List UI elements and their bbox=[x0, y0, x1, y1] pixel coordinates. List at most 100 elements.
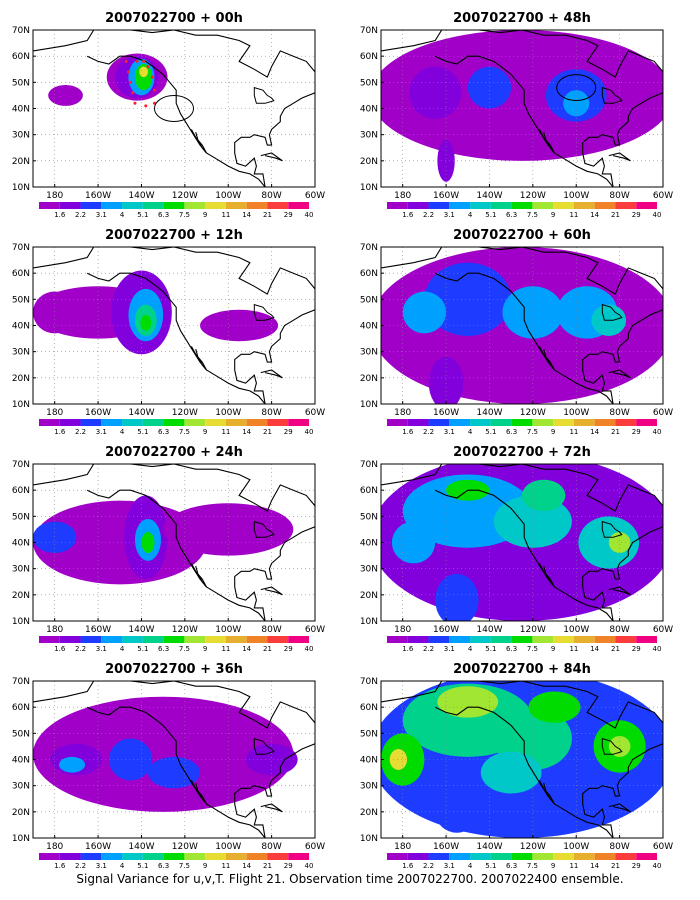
lon-tick-label: 180 bbox=[394, 408, 411, 418]
lon-tick-label: 120W bbox=[172, 625, 198, 635]
colorbar-swatch bbox=[428, 202, 450, 209]
signal-contour bbox=[502, 286, 564, 339]
lon-tick-label: 60W bbox=[653, 408, 673, 418]
colorbar-swatch bbox=[288, 853, 309, 860]
colorbar-swatch bbox=[636, 202, 657, 209]
colorbar-swatch bbox=[205, 853, 226, 860]
lon-tick-label: 80W bbox=[261, 408, 281, 418]
colorbar-swatch bbox=[246, 853, 268, 860]
map-panel: 2007022700 + 24h 70N 60N 50N 40N 30N 20N 10N 180… bbox=[12, 445, 325, 653]
colorbar-swatch bbox=[615, 419, 637, 426]
coastline bbox=[190, 129, 207, 154]
coastline bbox=[582, 743, 663, 838]
flight-track-point bbox=[124, 59, 128, 63]
lon-tick-label: 140W bbox=[128, 408, 154, 418]
coastline bbox=[260, 369, 283, 379]
colorbar-label: 21 bbox=[263, 862, 272, 870]
great-lakes bbox=[253, 737, 275, 755]
coastline bbox=[538, 563, 555, 588]
colorbar-label: 21 bbox=[611, 645, 620, 653]
lon-tick-label: 180 bbox=[394, 191, 411, 201]
colorbar-label: 4 bbox=[468, 645, 473, 653]
coastline bbox=[381, 681, 663, 729]
lon-tick-label: 80W bbox=[261, 625, 281, 635]
lon-tick-label: 120W bbox=[172, 408, 198, 418]
signal-contour bbox=[163, 503, 294, 556]
colorbar-swatch bbox=[428, 636, 450, 643]
coastline bbox=[190, 346, 207, 371]
lon-tick-label: 160W bbox=[85, 625, 111, 635]
colorbar-swatch bbox=[205, 636, 226, 643]
colorbar-label: 29 bbox=[632, 428, 641, 436]
colorbar-swatch bbox=[122, 202, 143, 209]
lon-tick-label: 80W bbox=[609, 408, 629, 418]
lat-tick-label: 40N bbox=[12, 322, 30, 332]
lon-tick-label: 140W bbox=[128, 842, 154, 852]
lat-tick-label: 50N bbox=[360, 512, 378, 522]
signal-contour bbox=[389, 749, 408, 770]
lon-tick-label: 100W bbox=[215, 842, 241, 852]
signal-contour bbox=[522, 479, 566, 512]
lat-tick-label: 30N bbox=[360, 565, 378, 575]
coastline bbox=[434, 489, 614, 621]
colorbar-swatch bbox=[163, 853, 185, 860]
lon-tick-label: 100W bbox=[215, 191, 241, 201]
coastline bbox=[582, 309, 663, 404]
panel-title: 2007022700 + 24h bbox=[105, 445, 243, 460]
lon-tick-label: 140W bbox=[128, 625, 154, 635]
colorbar-label: 1.6 bbox=[402, 428, 414, 436]
colorbar-label: 2.2 bbox=[423, 428, 434, 436]
colorbar-swatch bbox=[428, 419, 450, 426]
coastline bbox=[33, 681, 315, 729]
colorbar-label: 5.1 bbox=[485, 428, 496, 436]
lon-tick-label: 160W bbox=[433, 842, 459, 852]
colorbar-label: 3.1 bbox=[96, 862, 107, 870]
lat-tick-label: 10N bbox=[360, 183, 378, 193]
lon-tick-label: 60W bbox=[653, 842, 673, 852]
lat-tick-label: 50N bbox=[360, 78, 378, 88]
colorbar-swatch bbox=[387, 202, 408, 209]
colorbar-label: 40 bbox=[653, 211, 662, 219]
colorbar-label: 9 bbox=[551, 645, 555, 653]
lat-tick-label: 10N bbox=[360, 617, 378, 627]
signal-contour bbox=[402, 291, 447, 334]
great-lakes bbox=[253, 520, 275, 538]
colorbar-label: 2.2 bbox=[423, 645, 434, 653]
lat-tick-label: 20N bbox=[360, 591, 378, 601]
colorbar-swatch bbox=[142, 202, 164, 209]
colorbar-swatch bbox=[615, 853, 637, 860]
colorbar-label: 5.1 bbox=[137, 862, 148, 870]
colorbar-swatch bbox=[532, 202, 554, 209]
signal-contour bbox=[480, 751, 542, 794]
coastline bbox=[608, 369, 631, 379]
signal-contour bbox=[528, 691, 581, 723]
colorbar-swatch bbox=[246, 419, 268, 426]
lon-tick-label: 160W bbox=[433, 625, 459, 635]
signal-contour bbox=[437, 139, 455, 182]
colorbar-swatch bbox=[407, 636, 429, 643]
colorbar-swatch bbox=[511, 853, 533, 860]
coastline bbox=[33, 30, 315, 78]
lat-tick-label: 10N bbox=[12, 834, 30, 844]
colorbar-swatch bbox=[225, 202, 247, 209]
colorbar-swatch bbox=[184, 419, 206, 426]
signal-contour bbox=[200, 309, 279, 342]
colorbar-label: 1.6 bbox=[402, 862, 414, 870]
lat-tick-label: 30N bbox=[360, 348, 378, 358]
map-panel: 2007022700 + 48h 70N 60N 50N 40N 30N 20N 10N 180… bbox=[360, 11, 673, 219]
colorbar-label: 6.3 bbox=[506, 645, 517, 653]
lat-tick-label: 30N bbox=[360, 131, 378, 141]
flight-track-point bbox=[152, 88, 156, 92]
coastline bbox=[538, 346, 555, 371]
colorbar-swatch bbox=[387, 419, 408, 426]
lat-tick-label: 60N bbox=[12, 486, 30, 496]
colorbar-label: 14 bbox=[242, 862, 251, 870]
lat-tick-label: 70N bbox=[360, 677, 378, 687]
lat-tick-label: 60N bbox=[360, 269, 378, 279]
lon-tick-label: 180 bbox=[394, 842, 411, 852]
lon-tick-label: 80W bbox=[609, 842, 629, 852]
colorbar-label: 3.1 bbox=[444, 428, 455, 436]
lon-tick-label: 100W bbox=[215, 408, 241, 418]
lat-tick-label: 10N bbox=[360, 834, 378, 844]
panel-title: 2007022700 + 00h bbox=[105, 11, 243, 26]
